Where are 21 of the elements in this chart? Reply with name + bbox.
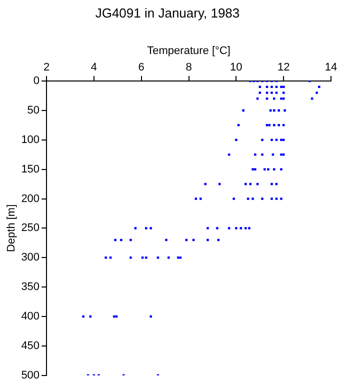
x-tick-label: 2 xyxy=(43,61,50,74)
y-tick-label: 250 xyxy=(21,222,40,234)
x-tick-label: 8 xyxy=(186,61,192,74)
y-tick-label: 450 xyxy=(21,340,40,352)
x-axis-title: Temperature [°C] xyxy=(147,45,230,58)
y-tick-label: 350 xyxy=(21,281,40,294)
x-tick-label: 4 xyxy=(90,61,98,74)
chart-title: JG4091 in January, 1983 xyxy=(95,5,240,20)
y-tick-label: 50 xyxy=(27,104,40,116)
y-tick-label: 200 xyxy=(21,192,40,205)
y-tick-label: 0 xyxy=(33,75,40,88)
y-tick-label: 500 xyxy=(21,369,40,382)
y-axis-title: Depth [m] xyxy=(6,204,18,252)
x-tick-label: 14 xyxy=(324,61,338,74)
y-tick-label: 300 xyxy=(21,252,40,264)
x-tick-label: 10 xyxy=(230,61,242,74)
y-tick-label: 150 xyxy=(21,163,40,176)
y-tick-label: 100 xyxy=(21,134,40,146)
x-tick-label: 6 xyxy=(138,61,144,74)
y-tick-label: 400 xyxy=(21,310,40,323)
x-tick-label: 12 xyxy=(277,61,290,74)
